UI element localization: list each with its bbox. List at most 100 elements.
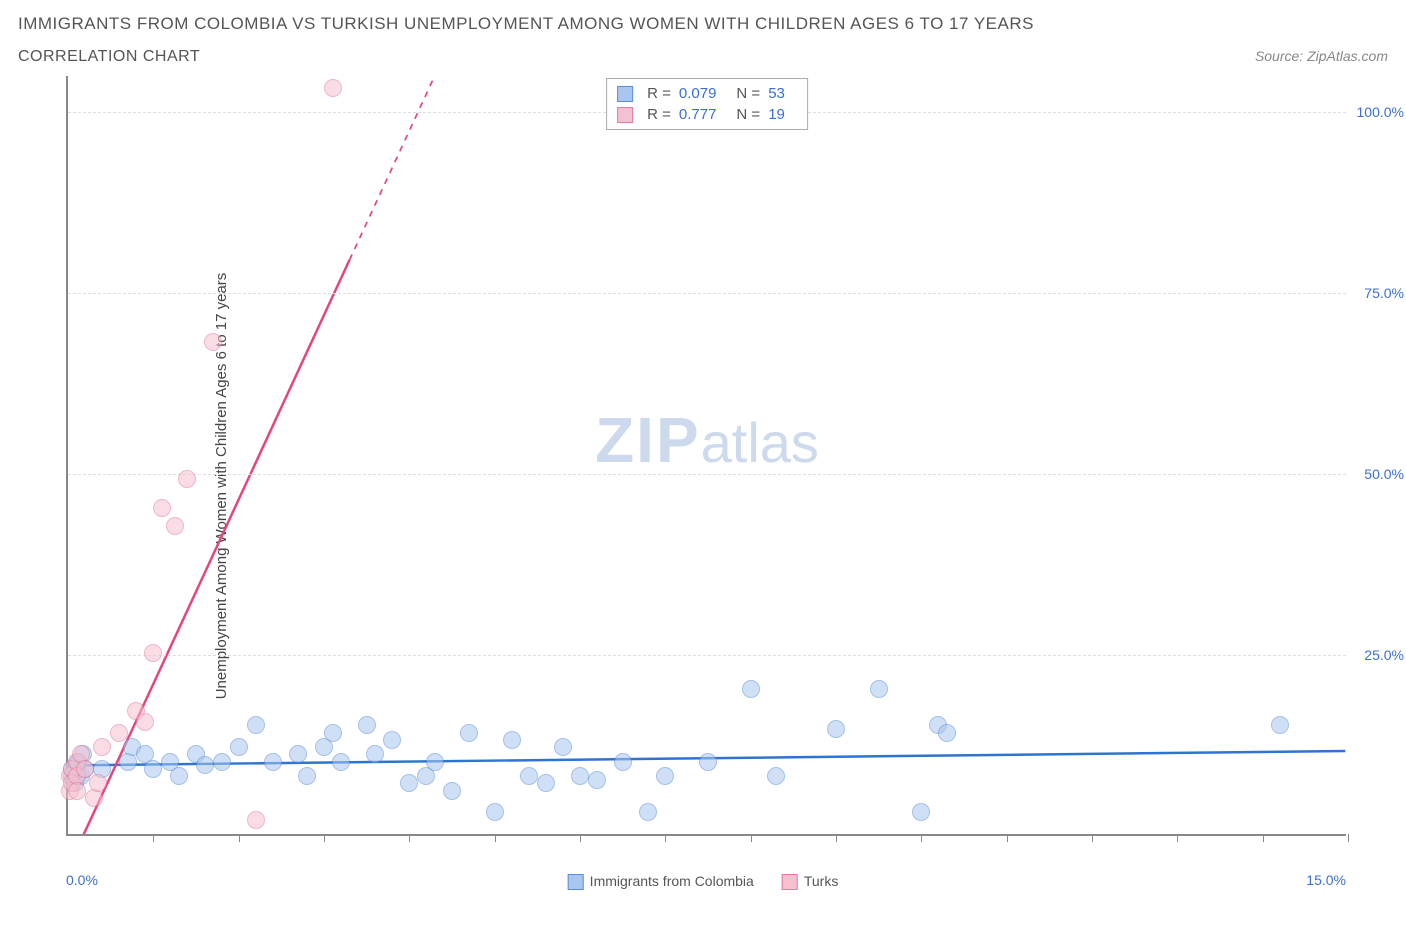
chart-subtitle: CORRELATION CHART	[18, 48, 200, 66]
r-label: R =	[647, 85, 671, 102]
x-tick	[836, 834, 837, 842]
legend-label: Immigrants from Colombia	[590, 873, 754, 889]
x-tick	[921, 834, 922, 842]
data-point	[870, 680, 888, 698]
y-tick-label: 25.0%	[1364, 647, 1404, 663]
data-point	[827, 720, 845, 738]
data-point	[204, 333, 222, 351]
x-tick	[751, 834, 752, 842]
data-point	[486, 803, 504, 821]
data-point	[68, 782, 86, 800]
data-point	[332, 753, 350, 771]
data-point	[289, 745, 307, 763]
x-tick	[1177, 834, 1178, 842]
x-tick	[1263, 834, 1264, 842]
data-point	[742, 680, 760, 698]
data-point	[324, 724, 342, 742]
data-point	[298, 767, 316, 785]
r-value: 0.079	[679, 85, 717, 102]
data-point	[358, 716, 376, 734]
data-point	[400, 774, 418, 792]
data-point	[912, 803, 930, 821]
data-point	[144, 644, 162, 662]
correlation-legend: R = 0.079 N = 53 R = 0.777 N = 19	[606, 78, 808, 130]
watermark-zip: ZIP	[595, 404, 701, 476]
x-tick	[1007, 834, 1008, 842]
data-point	[89, 774, 107, 792]
data-point	[136, 713, 154, 731]
x-tick	[580, 834, 581, 842]
watermark: ZIPatlas	[595, 403, 819, 477]
gridline	[68, 474, 1346, 475]
data-point	[426, 753, 444, 771]
y-tick-label: 50.0%	[1364, 466, 1404, 482]
data-point	[656, 767, 674, 785]
data-point	[178, 470, 196, 488]
x-tick	[239, 834, 240, 842]
subtitle-row: CORRELATION CHART Source: ZipAtlas.com	[18, 48, 1388, 66]
source-label: Source: ZipAtlas.com	[1255, 48, 1388, 64]
data-point	[699, 753, 717, 771]
y-tick-label: 100.0%	[1357, 104, 1404, 120]
y-tick-label: 75.0%	[1364, 285, 1404, 301]
legend-swatch	[617, 86, 633, 102]
legend-row: R = 0.777 N = 19	[617, 104, 797, 125]
data-point	[639, 803, 657, 821]
legend-label: Turks	[804, 873, 838, 889]
n-label: N =	[736, 85, 760, 102]
n-label: N =	[736, 106, 760, 123]
legend-swatch	[617, 107, 633, 123]
data-point	[537, 774, 555, 792]
n-value: 19	[768, 106, 785, 123]
data-point	[196, 756, 214, 774]
x-tick	[153, 834, 154, 842]
data-point	[588, 771, 606, 789]
gridline	[68, 293, 1346, 294]
plot-area: ZIPatlas R = 0.079N = 53R = 0.777N = 19 …	[66, 76, 1346, 836]
data-point	[938, 724, 956, 742]
legend-row: R = 0.079 N = 53	[617, 83, 797, 104]
data-point	[230, 738, 248, 756]
data-point	[366, 745, 384, 763]
x-tick	[495, 834, 496, 842]
data-point	[247, 811, 265, 829]
x-tick	[409, 834, 410, 842]
gridline	[68, 655, 1346, 656]
x-max-label: 15.0%	[1306, 872, 1346, 888]
data-point	[110, 724, 128, 742]
data-point	[153, 499, 171, 517]
chart-container: Unemployment Among Women with Children A…	[18, 76, 1388, 896]
data-point	[324, 79, 342, 97]
data-point	[170, 767, 188, 785]
data-point	[166, 517, 184, 535]
x-min-label: 0.0%	[66, 872, 98, 888]
n-value: 53	[768, 85, 785, 102]
legend-item: Immigrants from Colombia	[568, 873, 754, 890]
x-tick	[665, 834, 666, 842]
data-point	[93, 738, 111, 756]
data-point	[383, 731, 401, 749]
data-point	[213, 753, 231, 771]
data-point	[443, 782, 461, 800]
series-legend: Immigrants from Colombia Turks	[568, 873, 839, 890]
data-point	[76, 760, 94, 778]
data-point	[264, 753, 282, 771]
watermark-atlas: atlas	[701, 411, 819, 474]
x-tick	[1348, 834, 1349, 842]
data-point	[247, 716, 265, 734]
data-point	[520, 767, 538, 785]
legend-item: Turks	[782, 873, 838, 890]
data-point	[554, 738, 572, 756]
data-point	[144, 760, 162, 778]
data-point	[767, 767, 785, 785]
data-point	[460, 724, 478, 742]
data-point	[614, 753, 632, 771]
data-point	[503, 731, 521, 749]
legend-swatch	[782, 874, 798, 890]
data-point	[1271, 716, 1289, 734]
x-tick	[324, 834, 325, 842]
r-value: 0.777	[679, 106, 717, 123]
legend-swatch	[568, 874, 584, 890]
r-label: R =	[647, 106, 671, 123]
x-tick	[1092, 834, 1093, 842]
